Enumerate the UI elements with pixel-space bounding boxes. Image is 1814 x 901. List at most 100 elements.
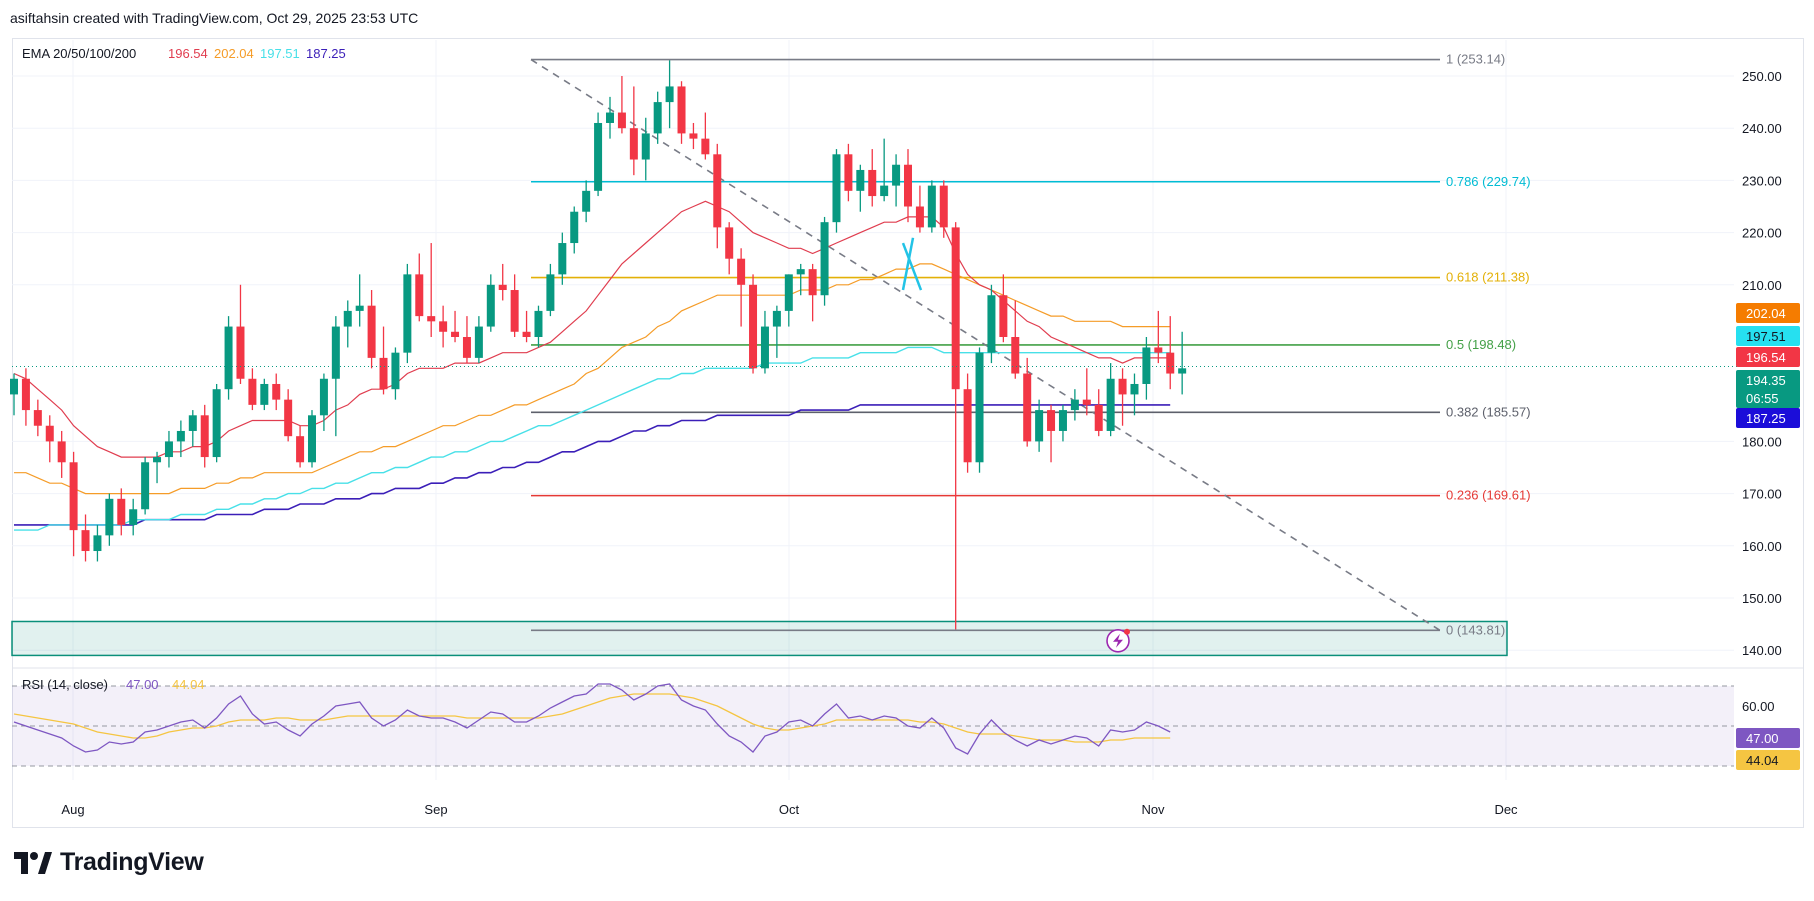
candle-body bbox=[772, 310, 781, 327]
price-axis-tick: 170.00 bbox=[1742, 487, 1782, 502]
candle-body bbox=[629, 128, 638, 160]
candle-body bbox=[1106, 378, 1115, 431]
candle-body bbox=[963, 389, 972, 463]
tradingview-logo[interactable]: TradingView bbox=[14, 848, 204, 877]
candle-body bbox=[1094, 404, 1103, 431]
candle-body bbox=[1070, 399, 1079, 411]
candle-body bbox=[975, 352, 984, 463]
candle-body bbox=[355, 305, 364, 311]
candle-body bbox=[236, 326, 245, 379]
candle-body bbox=[200, 415, 209, 458]
candle-body bbox=[367, 305, 376, 358]
candle-body bbox=[725, 227, 734, 259]
candle-body bbox=[927, 185, 936, 228]
candle-body bbox=[117, 498, 126, 525]
candle-body bbox=[713, 154, 722, 228]
rsi-band bbox=[12, 686, 1734, 766]
price-axis-tick: 180.00 bbox=[1742, 434, 1782, 449]
ema-legend-value: 197.51 bbox=[260, 46, 300, 61]
candle-body bbox=[379, 357, 388, 390]
price-tag-text: 187.25 bbox=[1746, 411, 1786, 426]
candle-body bbox=[796, 269, 805, 275]
candle-body bbox=[45, 425, 54, 442]
time-axis-tick: Nov bbox=[1141, 802, 1165, 817]
time-axis-tick: Dec bbox=[1494, 802, 1518, 817]
candle-body bbox=[176, 430, 185, 442]
candle-body bbox=[641, 133, 650, 160]
fib-level-label: 0.5 (198.48) bbox=[1446, 337, 1516, 352]
candle-body bbox=[892, 164, 901, 186]
candle-body bbox=[260, 383, 269, 405]
candle-body bbox=[164, 441, 173, 458]
candle-body bbox=[749, 284, 758, 369]
chart-credit: asiftahsin created with TradingView.com,… bbox=[10, 10, 419, 26]
rsi-legend-label: RSI (14, close) bbox=[22, 677, 108, 692]
candle-body bbox=[81, 530, 90, 552]
candle-body bbox=[474, 326, 483, 358]
candle-body bbox=[415, 274, 424, 317]
price-tag bbox=[1736, 347, 1800, 367]
price-tag-text: 194.35 bbox=[1746, 373, 1786, 388]
candle-body bbox=[1118, 378, 1127, 395]
ema-legend-label: EMA 20/50/100/200 bbox=[22, 46, 136, 61]
candle-body bbox=[904, 164, 912, 207]
candle-body bbox=[653, 102, 662, 134]
fib-trend-line bbox=[530, 58, 1441, 631]
candle-body bbox=[844, 154, 853, 191]
candle-body bbox=[57, 441, 66, 463]
candle-body bbox=[701, 138, 710, 155]
price-axis-tick: 250.00 bbox=[1742, 69, 1782, 84]
candle-body bbox=[308, 415, 316, 463]
candle-body bbox=[403, 274, 412, 353]
price-tag bbox=[1736, 408, 1800, 428]
tradingview-logo-icon bbox=[14, 851, 52, 874]
time-axis-tick: Sep bbox=[424, 802, 447, 817]
candle-body bbox=[582, 190, 591, 212]
candle-body bbox=[832, 154, 841, 223]
candle-body bbox=[1058, 410, 1067, 431]
annotation-marker bbox=[901, 242, 923, 291]
candle-body bbox=[498, 284, 507, 291]
price-tag bbox=[1736, 326, 1800, 346]
fib-level-label: 0.382 (185.57) bbox=[1446, 404, 1531, 419]
ema-legend-value: 196.54 bbox=[168, 46, 208, 61]
fib-level-label: 0.236 (169.61) bbox=[1446, 488, 1531, 503]
rsi-value-tag-text: 44.04 bbox=[1746, 753, 1779, 768]
rsi-value-tag bbox=[1736, 728, 1800, 748]
price-tag-text: 197.51 bbox=[1746, 329, 1786, 344]
time-axis-tick: Aug bbox=[61, 802, 84, 817]
candle-body bbox=[1023, 373, 1032, 442]
price-axis-tick: 210.00 bbox=[1742, 278, 1782, 293]
candle-body bbox=[343, 310, 352, 327]
price-tag-countdown: 06:55 bbox=[1746, 391, 1779, 406]
alert-lightning-icon bbox=[1113, 633, 1123, 648]
price-axis-tick: 140.00 bbox=[1742, 643, 1782, 658]
candle-body bbox=[439, 321, 448, 332]
price-tag-text: 196.54 bbox=[1746, 350, 1786, 365]
candle-body bbox=[1082, 399, 1091, 405]
price-tag bbox=[1736, 370, 1800, 408]
candle-body bbox=[1154, 347, 1163, 353]
candle-body bbox=[248, 378, 257, 405]
candle-body bbox=[856, 169, 865, 191]
price-axis-tick: 160.00 bbox=[1742, 539, 1782, 554]
rsi-legend-value: 44.04 bbox=[172, 677, 205, 692]
candle-body bbox=[284, 399, 293, 437]
price-axis-tick: 150.00 bbox=[1742, 591, 1782, 606]
candle-body bbox=[427, 316, 436, 322]
price-tag-text: 202.04 bbox=[1746, 306, 1786, 321]
candle-body bbox=[880, 185, 889, 197]
candle-body bbox=[188, 415, 197, 431]
alert-badge-dot bbox=[1124, 628, 1130, 635]
ema200-line bbox=[14, 404, 1171, 526]
candle-body bbox=[33, 410, 42, 426]
candle-body bbox=[915, 206, 924, 228]
candle-body bbox=[677, 86, 686, 134]
ema-legend-value: 187.25 bbox=[306, 46, 346, 61]
ema20-line bbox=[13, 200, 1171, 458]
candle-body bbox=[331, 326, 340, 379]
rsi-legend-value: 47.00 bbox=[126, 677, 159, 692]
fib-level-label: 0 (143.81) bbox=[1446, 622, 1505, 637]
candle-body bbox=[939, 185, 948, 228]
